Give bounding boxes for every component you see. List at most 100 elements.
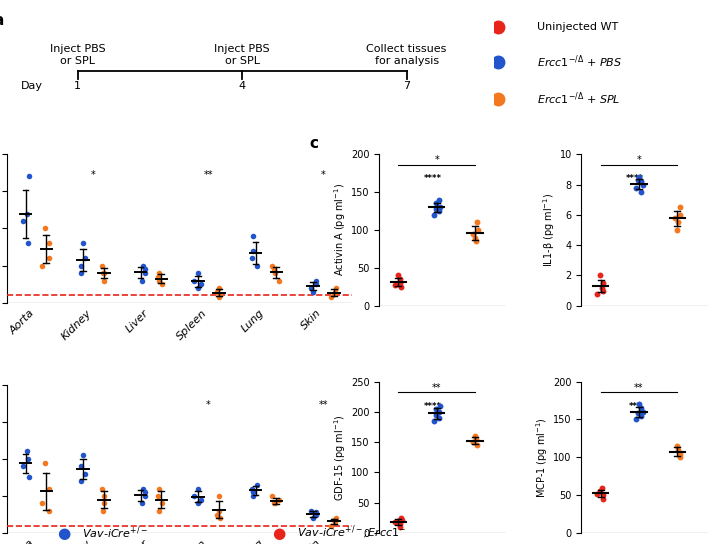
Text: ***: *** bbox=[628, 402, 642, 411]
Point bbox=[153, 276, 164, 285]
Point bbox=[390, 518, 401, 527]
Point bbox=[136, 499, 147, 508]
Point bbox=[594, 271, 606, 280]
Point bbox=[152, 492, 163, 500]
Point bbox=[267, 261, 278, 270]
Point bbox=[675, 453, 686, 462]
Point bbox=[598, 286, 609, 295]
Point bbox=[43, 239, 54, 248]
Point bbox=[192, 269, 204, 277]
Text: Collect tissues
for analysis: Collect tissues for analysis bbox=[367, 45, 447, 66]
Point bbox=[192, 283, 204, 292]
Point bbox=[247, 492, 259, 500]
Point bbox=[430, 405, 441, 413]
Point bbox=[22, 454, 34, 463]
Point bbox=[325, 293, 336, 301]
Text: Inject PBS
or SPL: Inject PBS or SPL bbox=[214, 45, 270, 66]
Point bbox=[192, 484, 204, 493]
Point bbox=[434, 401, 445, 410]
Text: **: ** bbox=[319, 400, 328, 410]
Point bbox=[433, 195, 444, 204]
Point bbox=[214, 291, 225, 300]
Point bbox=[631, 415, 642, 424]
Point bbox=[395, 282, 407, 291]
Point bbox=[598, 494, 609, 503]
Point bbox=[671, 226, 683, 234]
Text: **: ** bbox=[432, 382, 441, 393]
Point bbox=[99, 499, 110, 508]
Point bbox=[469, 432, 480, 441]
Point bbox=[395, 520, 406, 528]
Point bbox=[80, 469, 92, 478]
Point bbox=[18, 217, 29, 225]
Y-axis label: MCP-1 (pg ml$^{-1}$): MCP-1 (pg ml$^{-1}$) bbox=[535, 417, 551, 498]
Point bbox=[192, 499, 204, 508]
Point bbox=[98, 269, 109, 277]
Point bbox=[153, 484, 164, 493]
Point bbox=[43, 484, 54, 493]
Point bbox=[36, 261, 48, 270]
Point bbox=[196, 280, 207, 288]
Point bbox=[268, 499, 280, 508]
Point bbox=[671, 442, 683, 450]
Point bbox=[246, 484, 257, 493]
Point bbox=[428, 211, 440, 219]
Point bbox=[310, 508, 322, 517]
Point bbox=[310, 510, 322, 519]
Point bbox=[77, 451, 89, 460]
Point bbox=[211, 287, 222, 296]
Point bbox=[21, 209, 32, 218]
Point bbox=[273, 496, 285, 504]
Point bbox=[430, 411, 442, 419]
Point bbox=[307, 514, 319, 523]
Point bbox=[213, 492, 225, 500]
Point bbox=[396, 515, 408, 524]
Point bbox=[330, 283, 342, 292]
Point bbox=[637, 180, 649, 189]
Point bbox=[139, 492, 150, 500]
Point bbox=[213, 506, 225, 515]
Text: **: ** bbox=[634, 382, 644, 393]
Point bbox=[592, 490, 603, 498]
Point bbox=[675, 211, 686, 219]
Point bbox=[635, 411, 646, 420]
Point bbox=[270, 499, 281, 508]
Point bbox=[136, 276, 147, 285]
Text: 1: 1 bbox=[74, 81, 81, 91]
Point bbox=[247, 488, 259, 497]
Point bbox=[329, 287, 340, 296]
Text: *: * bbox=[636, 155, 641, 165]
Point bbox=[310, 280, 322, 288]
Point bbox=[395, 279, 406, 287]
Point bbox=[467, 230, 478, 238]
Point bbox=[435, 203, 446, 212]
Point bbox=[246, 254, 257, 263]
Point bbox=[96, 261, 107, 270]
Point bbox=[273, 276, 285, 285]
Text: $Ercc1^{-/Δ}$ + PBS: $Ercc1^{-/Δ}$ + PBS bbox=[537, 54, 622, 71]
Point bbox=[247, 232, 259, 240]
Point bbox=[76, 477, 87, 485]
Point bbox=[597, 279, 608, 287]
Point bbox=[139, 265, 150, 274]
Point bbox=[673, 446, 684, 454]
Point bbox=[252, 261, 263, 270]
Point bbox=[430, 199, 442, 208]
Point bbox=[597, 491, 608, 499]
Point bbox=[395, 514, 407, 522]
Text: *: * bbox=[321, 170, 326, 180]
Point bbox=[632, 409, 644, 418]
Point bbox=[39, 458, 50, 467]
Point bbox=[36, 499, 48, 508]
Point bbox=[157, 499, 168, 508]
Point bbox=[196, 496, 207, 504]
Point bbox=[80, 254, 92, 263]
Point bbox=[76, 462, 87, 471]
Text: $Ercc1^{-/Δ}$ + SPL: $Ercc1^{-/Δ}$ + SPL bbox=[537, 90, 621, 107]
Point bbox=[472, 218, 483, 227]
Point bbox=[211, 510, 222, 519]
Text: Inject PBS
or SPL: Inject PBS or SPL bbox=[50, 45, 105, 66]
Point bbox=[674, 449, 686, 458]
Point bbox=[469, 233, 480, 242]
Point bbox=[433, 407, 445, 416]
